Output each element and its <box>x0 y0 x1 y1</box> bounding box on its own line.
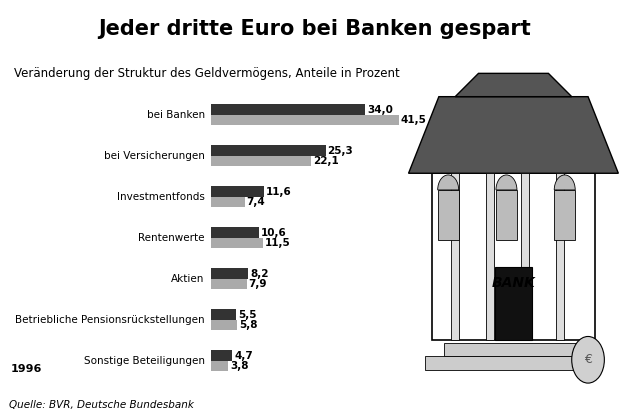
Text: 7,4: 7,4 <box>246 197 265 207</box>
Text: 1996: 1996 <box>11 364 42 374</box>
Text: 22,1: 22,1 <box>313 156 339 166</box>
Text: Jeder dritte Euro bei Banken gespart: Jeder dritte Euro bei Banken gespart <box>99 19 531 39</box>
Text: Betriebliche Pensionsrückstellungen: Betriebliche Pensionsrückstellungen <box>15 315 205 325</box>
Bar <box>211 186 263 197</box>
Circle shape <box>571 336 604 383</box>
Bar <box>556 173 564 340</box>
Bar <box>211 361 228 371</box>
Text: Rentenwerte: Rentenwerte <box>138 233 205 243</box>
Text: 41,5: 41,5 <box>401 115 427 125</box>
Text: 5,5: 5,5 <box>238 310 256 320</box>
Bar <box>438 190 459 240</box>
Bar <box>451 173 459 340</box>
Text: 3,8: 3,8 <box>230 361 249 371</box>
Text: 25,3: 25,3 <box>328 146 353 156</box>
Wedge shape <box>496 175 517 190</box>
Text: 4,7: 4,7 <box>234 351 253 361</box>
Bar <box>211 279 247 289</box>
Bar <box>211 145 326 156</box>
Text: bei Versicherungen: bei Versicherungen <box>104 151 205 161</box>
Wedge shape <box>554 175 575 190</box>
Bar <box>211 156 311 166</box>
Bar <box>211 197 244 207</box>
Text: 34,0: 34,0 <box>367 105 392 115</box>
Bar <box>211 350 232 361</box>
Text: 5,8: 5,8 <box>239 320 258 330</box>
Text: 8,2: 8,2 <box>250 269 268 279</box>
Text: Investmentfonds: Investmentfonds <box>117 192 205 202</box>
Text: Sonstige Beteiligungen: Sonstige Beteiligungen <box>84 356 205 366</box>
Text: bei Banken: bei Banken <box>147 110 205 120</box>
Bar <box>211 238 263 248</box>
Polygon shape <box>455 74 572 97</box>
Bar <box>554 190 575 240</box>
Bar <box>425 357 602 370</box>
Bar <box>211 105 365 115</box>
Text: 7,9: 7,9 <box>249 279 267 289</box>
Bar <box>495 267 532 340</box>
Text: Aktien: Aktien <box>171 274 205 284</box>
Bar <box>444 343 583 357</box>
Text: BANK: BANK <box>491 276 536 290</box>
Wedge shape <box>438 175 459 190</box>
Bar <box>496 190 517 240</box>
Text: 10,6: 10,6 <box>261 228 287 238</box>
Bar <box>486 173 495 340</box>
Bar <box>211 268 248 279</box>
Text: Veränderung der Struktur des Geldvermögens, Anteile in Prozent: Veränderung der Struktur des Geldvermöge… <box>14 67 400 79</box>
Text: 2006: 2006 <box>11 342 42 352</box>
Bar <box>432 173 595 340</box>
Bar <box>521 173 529 340</box>
Text: 11,5: 11,5 <box>265 238 290 248</box>
Text: €: € <box>584 353 592 366</box>
Text: 11,6: 11,6 <box>265 186 291 197</box>
Bar <box>211 310 236 320</box>
Polygon shape <box>408 97 619 173</box>
Bar <box>211 115 399 126</box>
Bar <box>211 320 238 331</box>
Text: Quelle: BVR, Deutsche Bundesbank: Quelle: BVR, Deutsche Bundesbank <box>9 400 194 410</box>
Bar <box>211 228 259 238</box>
